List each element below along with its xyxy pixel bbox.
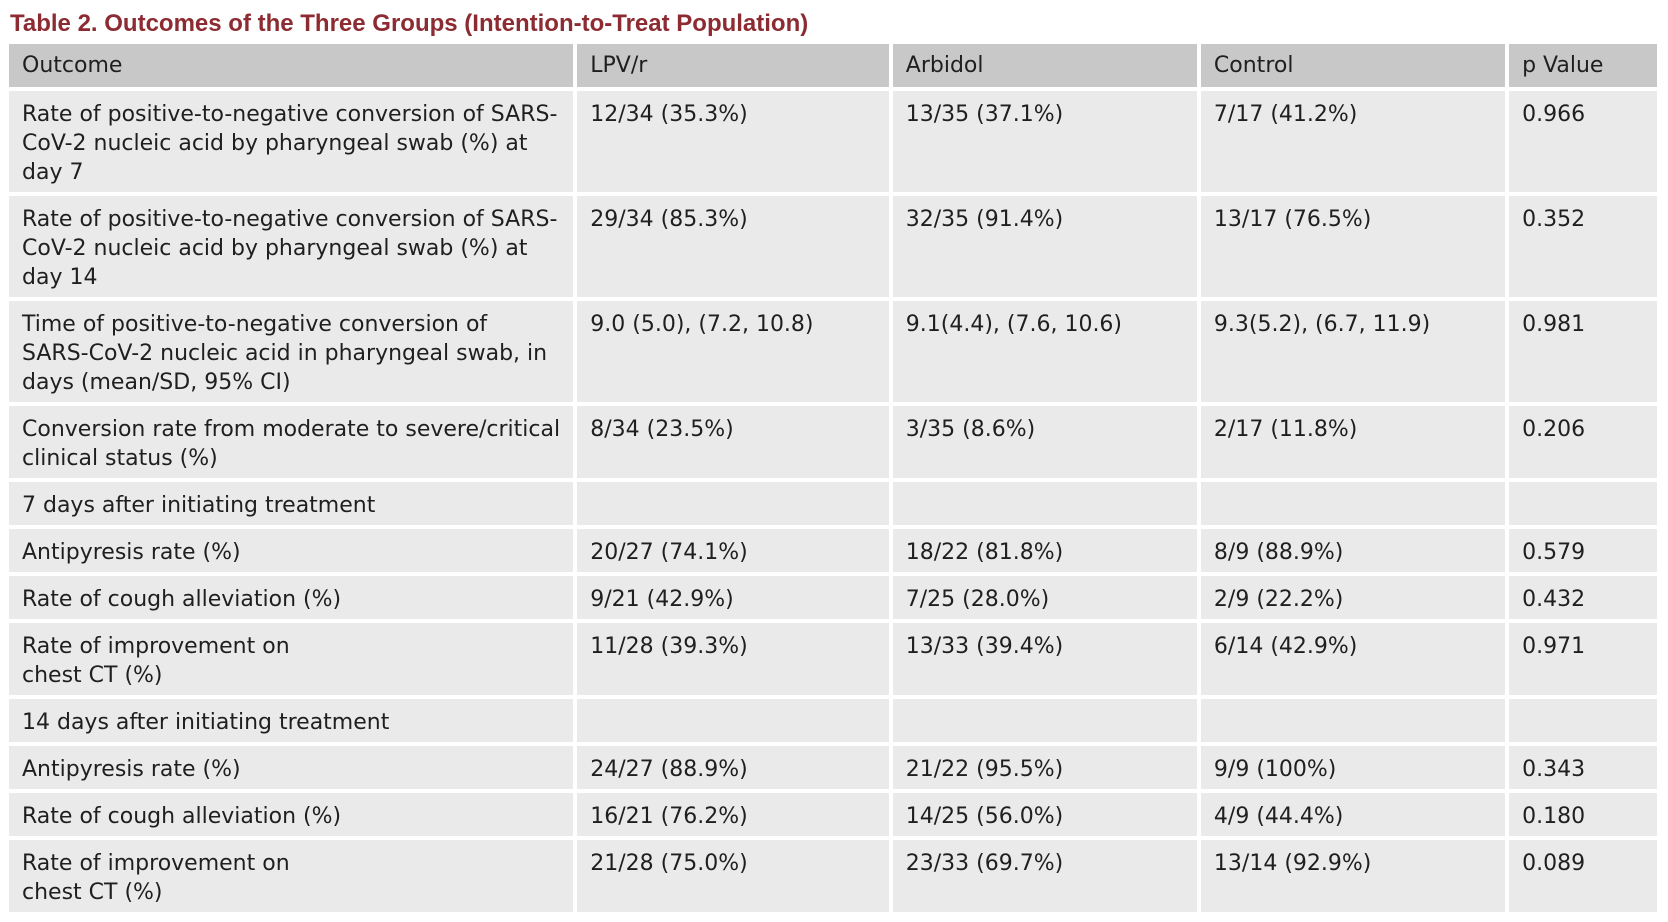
lpvr-cell [577, 699, 889, 742]
arbidol-cell: 3/35 (8.6%) [892, 406, 1197, 478]
outcome-cell: Rate of improvement on chest CT (%) [9, 623, 574, 695]
arbidol-cell: 7/25 (28.0%) [892, 576, 1197, 619]
outcome-cell: Antipyresis rate (%) [9, 746, 574, 789]
table-row: Time of positive-to-negative conversion … [9, 301, 1657, 402]
p-value-cell: 0.352 [1509, 196, 1657, 297]
control-cell [1200, 482, 1506, 525]
lpvr-cell: 20/27 (74.1%) [577, 529, 889, 572]
p-value-cell: 0.981 [1509, 301, 1657, 402]
outcome-cell: Rate of improvement on chest CT (%) [9, 840, 574, 912]
control-cell: 7/17 (41.2%) [1200, 91, 1506, 192]
lpvr-cell [577, 482, 889, 525]
p-value-cell: 0.432 [1509, 576, 1657, 619]
table-row: Conversion rate from moderate to severe/… [9, 406, 1657, 478]
p-value-cell: 0.089 [1509, 840, 1657, 912]
arbidol-cell: 9.1(4.4), (7.6, 10.6) [892, 301, 1197, 402]
table-section-row: 7 days after initiating treatment [9, 482, 1657, 525]
table-row: Antipyresis rate (%) 20/27 (74.1%) 18/22… [9, 529, 1657, 572]
outcome-cell: Time of positive-to-negative conversion … [9, 301, 574, 402]
arbidol-cell [892, 482, 1197, 525]
control-cell: 9/9 (100%) [1200, 746, 1506, 789]
table-row: Rate of positive-to-negative conversion … [9, 196, 1657, 297]
arbidol-cell: 32/35 (91.4%) [892, 196, 1197, 297]
control-cell: 2/9 (22.2%) [1200, 576, 1506, 619]
p-value-cell [1509, 699, 1657, 742]
outcome-cell: Rate of positive-to-negative conversion … [9, 196, 574, 297]
control-cell: 6/14 (42.9%) [1200, 623, 1506, 695]
section-label-cell: 7 days after initiating treatment [9, 482, 574, 525]
p-value-cell: 0.343 [1509, 746, 1657, 789]
outcome-cell: Antipyresis rate (%) [9, 529, 574, 572]
lpvr-cell: 12/34 (35.3%) [577, 91, 889, 192]
header-p-value: p Value [1509, 44, 1657, 87]
p-value-cell: 0.579 [1509, 529, 1657, 572]
control-cell: 2/17 (11.8%) [1200, 406, 1506, 478]
arbidol-cell: 14/25 (56.0%) [892, 793, 1197, 836]
control-cell: 4/9 (44.4%) [1200, 793, 1506, 836]
table-row: Rate of improvement on chest CT (%) 11/2… [9, 623, 1657, 695]
table-header-row: Outcome LPV/r Arbidol Control p Value [9, 44, 1657, 87]
table-row: Rate of cough alleviation (%) 9/21 (42.9… [9, 576, 1657, 619]
table-section-row: 14 days after initiating treatment [9, 699, 1657, 742]
section-label-cell: 14 days after initiating treatment [9, 699, 574, 742]
arbidol-cell: 21/22 (95.5%) [892, 746, 1197, 789]
table-row: Rate of positive-to-negative conversion … [9, 91, 1657, 192]
lpvr-cell: 29/34 (85.3%) [577, 196, 889, 297]
header-arbidol: Arbidol [892, 44, 1197, 87]
outcome-cell: Rate of positive-to-negative conversion … [9, 91, 574, 192]
lpvr-cell: 9/21 (42.9%) [577, 576, 889, 619]
control-cell: 8/9 (88.9%) [1200, 529, 1506, 572]
p-value-cell: 0.971 [1509, 623, 1657, 695]
outcomes-table: Outcome LPV/r Arbidol Control p Value Ra… [5, 40, 1661, 916]
lpvr-cell: 21/28 (75.0%) [577, 840, 889, 912]
table-row: Rate of improvement on chest CT (%) 21/2… [9, 840, 1657, 912]
outcome-cell: Rate of cough alleviation (%) [9, 793, 574, 836]
control-cell: 9.3(5.2), (6.7, 11.9) [1200, 301, 1506, 402]
header-lpvr: LPV/r [577, 44, 889, 87]
table-row: Rate of cough alleviation (%) 16/21 (76.… [9, 793, 1657, 836]
p-value-cell: 0.180 [1509, 793, 1657, 836]
arbidol-cell: 13/35 (37.1%) [892, 91, 1197, 192]
lpvr-cell: 8/34 (23.5%) [577, 406, 889, 478]
header-control: Control [1200, 44, 1506, 87]
arbidol-cell [892, 699, 1197, 742]
outcome-cell: Conversion rate from moderate to severe/… [9, 406, 574, 478]
control-cell: 13/14 (92.9%) [1200, 840, 1506, 912]
control-cell: 13/17 (76.5%) [1200, 196, 1506, 297]
outcome-text: Rate of improvement on chest CT (%) [22, 851, 290, 905]
lpvr-cell: 24/27 (88.9%) [577, 746, 889, 789]
lpvr-cell: 16/21 (76.2%) [577, 793, 889, 836]
arbidol-cell: 18/22 (81.8%) [892, 529, 1197, 572]
outcome-cell: Rate of cough alleviation (%) [9, 576, 574, 619]
lpvr-cell: 11/28 (39.3%) [577, 623, 889, 695]
table-row: Antipyresis rate (%) 24/27 (88.9%) 21/22… [9, 746, 1657, 789]
arbidol-cell: 23/33 (69.7%) [892, 840, 1197, 912]
header-outcome: Outcome [9, 44, 574, 87]
p-value-cell [1509, 482, 1657, 525]
arbidol-cell: 13/33 (39.4%) [892, 623, 1197, 695]
p-value-cell: 0.966 [1509, 91, 1657, 192]
outcome-text: Rate of improvement on chest CT (%) [22, 634, 290, 688]
lpvr-cell: 9.0 (5.0), (7.2, 10.8) [577, 301, 889, 402]
control-cell [1200, 699, 1506, 742]
table-title: Table 2. Outcomes of the Three Groups (I… [10, 10, 809, 37]
p-value-cell: 0.206 [1509, 406, 1657, 478]
